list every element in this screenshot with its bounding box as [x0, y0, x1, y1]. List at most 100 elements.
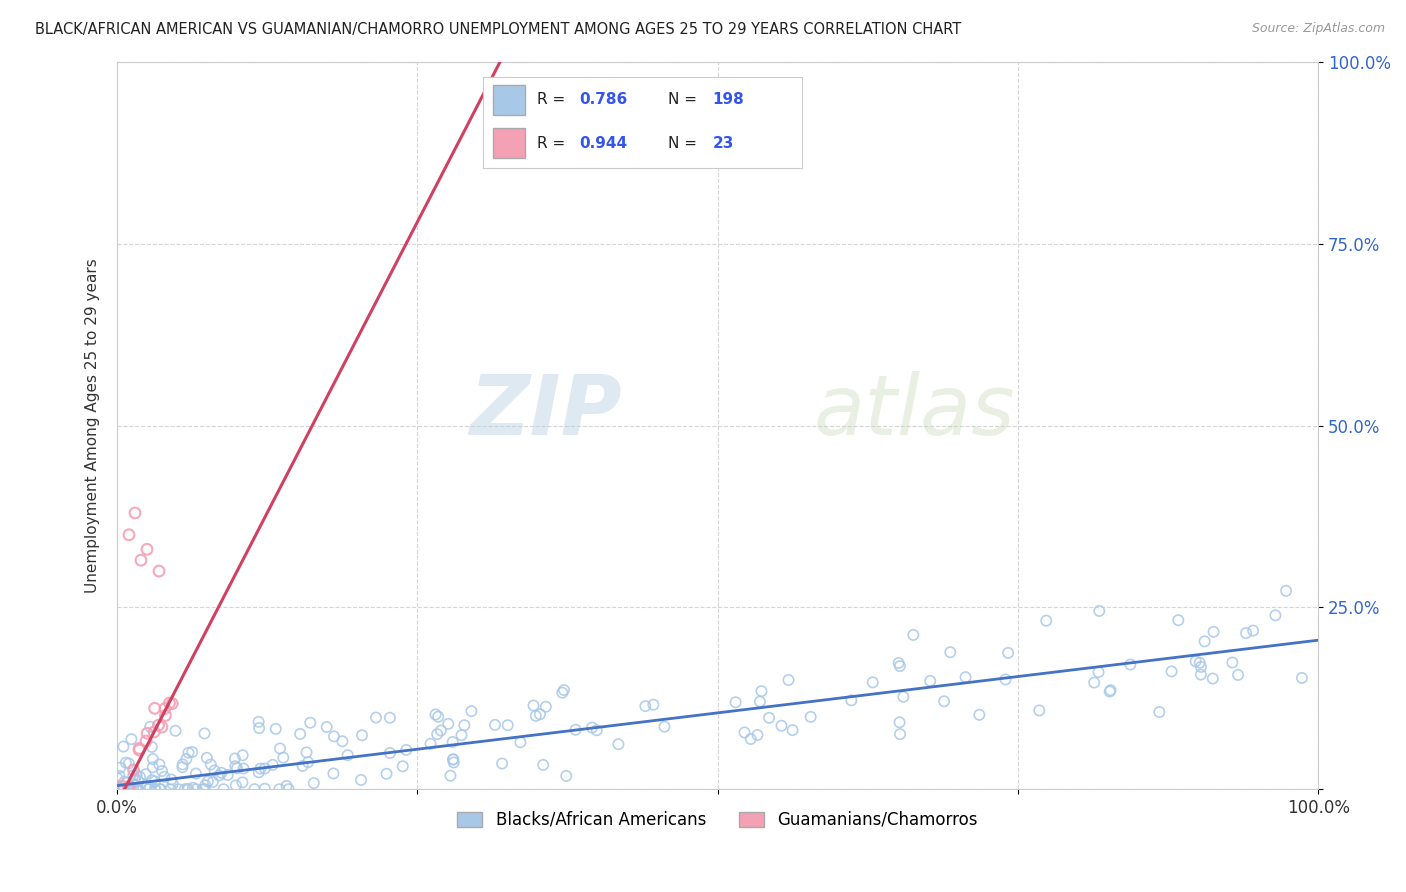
- Point: [112, 782, 135, 797]
- Point: [441, 735, 464, 749]
- Point: [889, 727, 911, 741]
- Point: [955, 670, 977, 684]
- Point: [1160, 665, 1182, 679]
- Point: [1083, 675, 1105, 690]
- Point: [204, 764, 226, 778]
- Point: [391, 759, 413, 773]
- Point: [139, 780, 162, 794]
- Point: [551, 686, 574, 700]
- Point: [128, 743, 150, 757]
- Point: [969, 707, 991, 722]
- Point: [800, 710, 823, 724]
- Point: [111, 781, 134, 796]
- Point: [193, 726, 215, 740]
- Point: [127, 774, 149, 789]
- Point: [269, 741, 291, 756]
- Point: [135, 767, 157, 781]
- Point: [778, 673, 800, 687]
- Point: [1028, 703, 1050, 717]
- Point: [1149, 705, 1171, 719]
- Point: [994, 673, 1017, 687]
- Point: [112, 774, 135, 789]
- Point: [176, 782, 198, 797]
- Point: [1189, 667, 1212, 681]
- Point: [184, 766, 207, 780]
- Point: [177, 782, 200, 797]
- Point: [524, 709, 547, 723]
- Point: [118, 527, 141, 541]
- Point: [291, 759, 314, 773]
- Point: [247, 721, 270, 735]
- Point: [149, 782, 172, 797]
- Point: [496, 718, 519, 732]
- Point: [643, 698, 665, 712]
- Point: [177, 746, 200, 760]
- Point: [315, 720, 337, 734]
- Point: [232, 748, 254, 763]
- Point: [295, 746, 318, 760]
- Point: [186, 782, 208, 797]
- Point: [887, 656, 910, 670]
- Point: [253, 781, 276, 796]
- Point: [564, 723, 586, 737]
- Point: [136, 542, 159, 557]
- Point: [322, 766, 344, 780]
- Point: [889, 659, 911, 673]
- Point: [932, 694, 955, 708]
- Point: [108, 769, 131, 783]
- Point: [121, 782, 143, 797]
- Point: [751, 684, 773, 698]
- Point: [128, 741, 150, 756]
- Point: [585, 723, 607, 738]
- Point: [159, 696, 181, 710]
- Point: [150, 720, 173, 734]
- Point: [439, 769, 461, 783]
- Point: [112, 739, 135, 754]
- Point: [143, 701, 166, 715]
- Point: [841, 693, 863, 707]
- Point: [740, 731, 762, 746]
- Point: [209, 765, 232, 780]
- Point: [862, 675, 884, 690]
- Point: [247, 765, 270, 780]
- Point: [110, 782, 132, 797]
- Point: [142, 752, 165, 766]
- Point: [484, 718, 506, 732]
- Point: [1291, 671, 1313, 685]
- Point: [378, 746, 401, 760]
- Point: [172, 757, 194, 772]
- Point: [747, 728, 769, 742]
- Point: [153, 701, 176, 715]
- Point: [162, 777, 184, 791]
- Point: [149, 782, 172, 797]
- Point: [148, 757, 170, 772]
- Point: [903, 628, 925, 642]
- Point: [181, 780, 204, 795]
- Point: [491, 756, 513, 771]
- Point: [350, 772, 373, 787]
- Point: [581, 721, 603, 735]
- Point: [165, 723, 187, 738]
- Point: [1119, 657, 1142, 672]
- Point: [276, 779, 298, 793]
- Point: [110, 761, 132, 775]
- Point: [297, 755, 319, 769]
- Point: [460, 704, 482, 718]
- Point: [302, 776, 325, 790]
- Point: [110, 781, 132, 796]
- Point: [148, 718, 170, 732]
- Point: [112, 782, 135, 797]
- Point: [200, 757, 222, 772]
- Point: [117, 780, 139, 794]
- Point: [426, 727, 449, 741]
- Point: [555, 769, 578, 783]
- Point: [770, 719, 793, 733]
- Point: [127, 782, 149, 797]
- Point: [120, 732, 142, 747]
- Point: [145, 782, 167, 797]
- Point: [997, 646, 1019, 660]
- Point: [920, 673, 942, 688]
- Point: [271, 750, 294, 764]
- Point: [889, 715, 911, 730]
- Point: [437, 717, 460, 731]
